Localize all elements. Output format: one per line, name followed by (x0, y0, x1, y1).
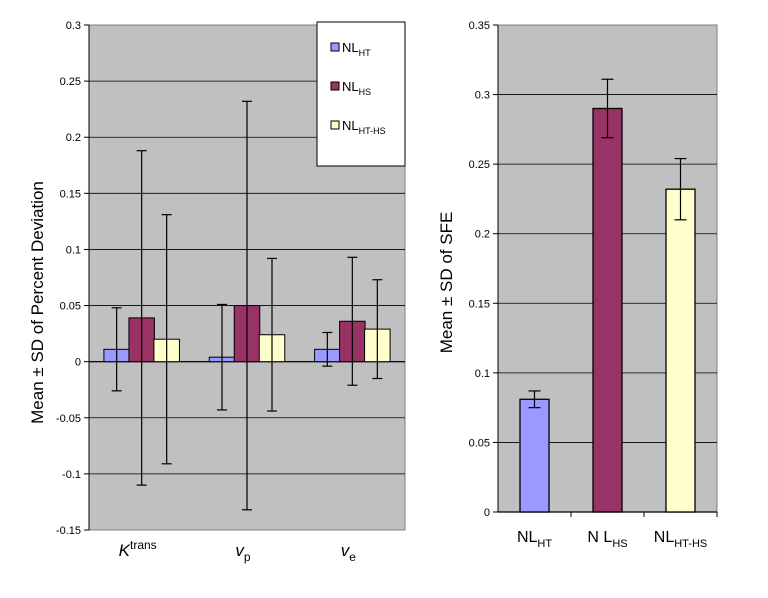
bar-sfe-2 (665, 188, 696, 513)
y-tick-label: 0.25 (469, 159, 490, 171)
x-category-label: Ktrans (119, 538, 157, 560)
error-bar (267, 257, 277, 412)
legend-swatch (330, 42, 340, 52)
legend-label: NLHT (342, 40, 371, 58)
x-category-label: N LHS (587, 529, 627, 550)
y-axis-title-right: Mean ± SD of SFE (437, 212, 456, 354)
y-tick-label: -0.15 (56, 525, 81, 537)
y-axis-title-left: Mean ± SD of Percent Deviation (28, 181, 47, 424)
y-tick-label: 0.1 (475, 368, 490, 380)
y-tick-label: 0.2 (475, 229, 490, 241)
chart-left: 0.3 0.25 0.2 0.15 0.1 0.05 0 -0.05 -0.1 -0.15 Ktra… (28, 20, 406, 564)
y-tick-label: 0.2 (66, 132, 81, 144)
y-tick-label: 0.3 (475, 90, 490, 102)
x-category-label: vp (235, 541, 251, 564)
y-tick-label: 0.1 (66, 244, 81, 256)
y-tick-label: 0.25 (60, 76, 81, 88)
error-bar (674, 157, 687, 221)
error-bar (322, 331, 333, 367)
y-tick-label: 0 (484, 507, 490, 519)
legend-swatch (330, 120, 340, 130)
error-bar (601, 78, 614, 139)
y-tick-label: 0 (75, 357, 81, 369)
y-tick-label: 0.05 (60, 301, 81, 313)
legend-label: NLHT-HS (342, 118, 386, 136)
y-tick-label: 0.35 (469, 20, 490, 32)
error-bar (528, 390, 541, 409)
error-bar (347, 256, 358, 386)
bar-sfe-1 (592, 107, 623, 513)
y-tick-label: 0.15 (469, 298, 490, 310)
x-category-label: ve (341, 541, 357, 564)
chart-right: 0.35 0.3 0.25 0.2 0.15 0.1 0.05 0 NLHT N LHS NLHT-… (437, 20, 718, 550)
y-tick-label: 0.05 (469, 437, 490, 449)
error-bar (111, 307, 122, 392)
legend-swatch (330, 81, 340, 91)
legend: NLHT NLHS NLHT-HS (316, 21, 406, 167)
error-bar (217, 303, 227, 411)
error-bar (242, 100, 252, 511)
error-bar (161, 214, 172, 465)
y-tick-label: -0.1 (62, 469, 81, 481)
y-tick-label: 0.3 (66, 20, 81, 32)
error-bar (372, 279, 383, 380)
y-tick-label: 0.15 (60, 188, 81, 200)
y-tick-label: -0.05 (56, 413, 81, 425)
bar-sfe-0 (519, 398, 550, 513)
x-category-label: NLHT-HS (654, 529, 707, 550)
x-category-label: NLHT (517, 529, 552, 550)
error-bar (136, 150, 147, 486)
legend-label: NLHS (342, 79, 371, 97)
